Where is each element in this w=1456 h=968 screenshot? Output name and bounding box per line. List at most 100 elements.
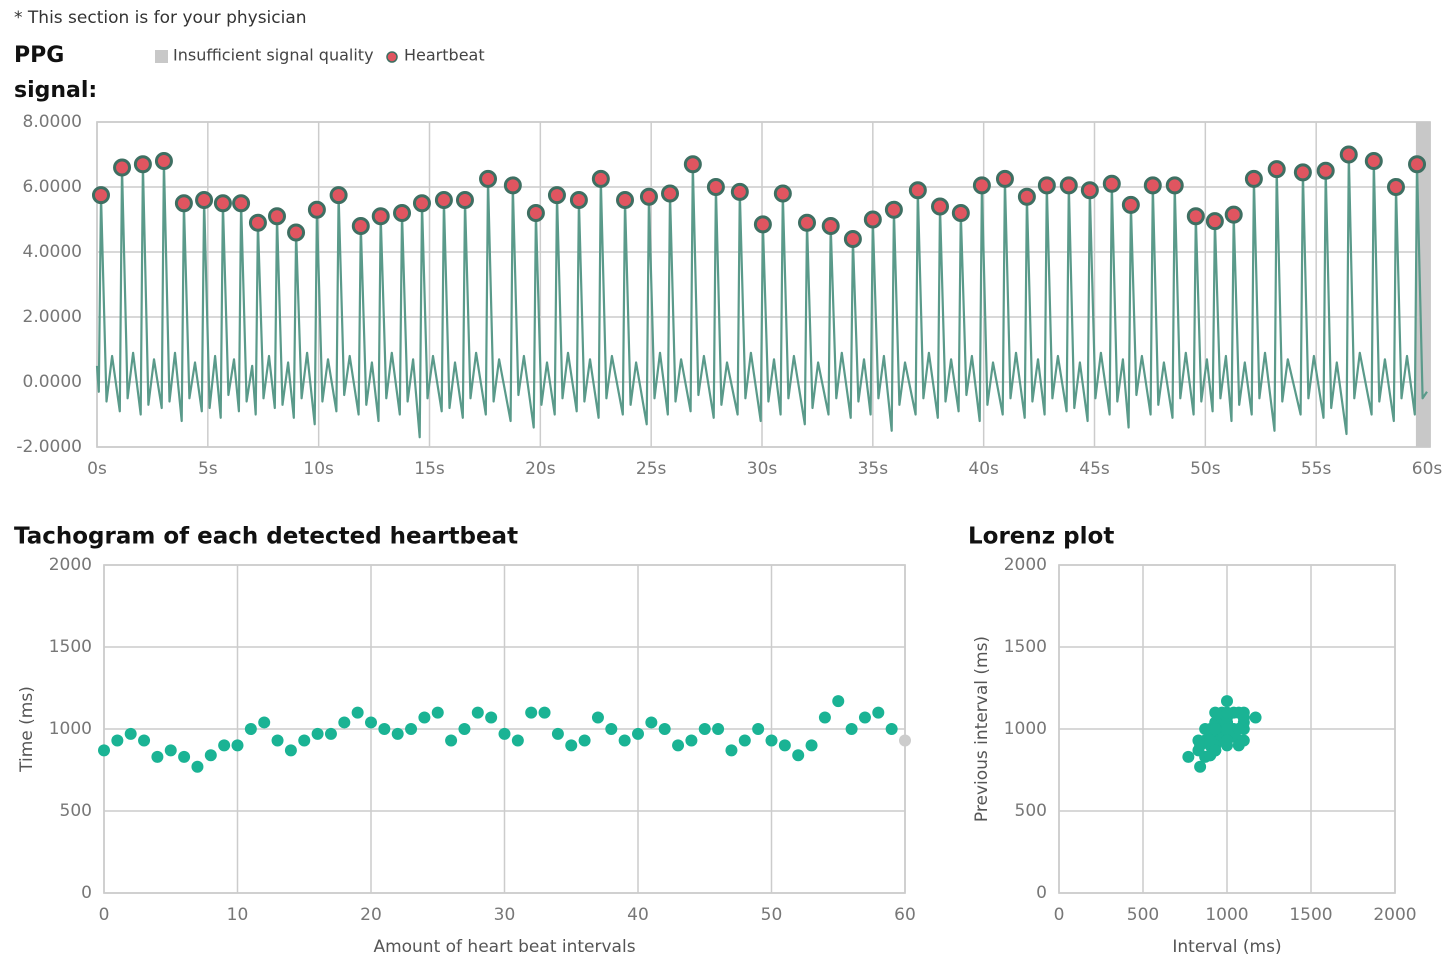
x-tick-label: 20 [360,905,382,925]
heartbeat-marker [591,169,610,188]
data-point [378,723,391,735]
heartbeat-marker [412,194,431,213]
data-point [1237,711,1250,724]
heartbeat-marker [1267,160,1286,179]
data-point [498,727,511,740]
x-tick-label: 60 [894,905,916,925]
heartbeat-marker [503,176,522,195]
y-tick-label: 1000 [1004,719,1047,739]
heartbeat-marker [930,197,949,216]
y-tick-label: 500 [60,801,92,821]
heartbeat-marker [616,191,635,209]
data-point [538,706,551,719]
heartbeat-marker [1339,145,1358,164]
heartbeat-marker [1080,181,1099,200]
data-point [899,734,911,747]
heartbeat-marker [547,186,566,205]
x-tick-label: 1500 [1289,905,1332,925]
data-point [311,727,324,740]
data-point [1182,750,1195,763]
heartbeat-marker [753,215,772,234]
y-tick-label: 1500 [49,637,92,657]
data-point [591,711,604,724]
heartbeat-marker [797,213,816,232]
y-tick-label: 2000 [49,555,92,575]
data-point [1221,723,1233,735]
insufficient-region [1415,122,1430,447]
data-point [1209,723,1222,735]
heartbeat-marker [195,191,214,209]
y-axis-label: Time (ms) [17,686,37,773]
data-point [645,716,658,729]
data-point [391,727,404,740]
ppg-title: PPG signal: [14,43,98,103]
heartbeat-marker [1165,176,1184,195]
data-point [164,744,177,757]
heartbeat-marker [287,223,306,242]
heartbeat-marker [1205,212,1224,231]
heartbeat-marker [1121,195,1140,214]
heartbeat-marker [248,213,267,232]
data-point [445,734,458,747]
data-point [765,734,778,747]
x-tick-label: 2000 [1373,905,1416,925]
ppg-signal [95,153,1428,439]
x-tick-label: 30 [494,905,516,925]
data-point [672,739,685,752]
heartbeat-marker [706,178,725,196]
data-point [218,739,231,752]
x-tick-label: 10s [303,459,334,479]
heartbeat-marker [329,186,348,205]
heartbeat-marker [393,204,412,222]
data-point [231,739,244,752]
data-point [1221,734,1233,747]
heartbeat-marker [1017,187,1036,206]
data-point [351,706,364,719]
heartbeat-marker [1037,176,1056,195]
heartbeat-marker [730,182,749,201]
data-point [244,723,257,735]
y-axis-label: Previous interval (ms) [972,636,992,822]
y-tick-label: 0 [1036,883,1047,903]
data-point [1194,739,1207,752]
data-point [845,723,858,735]
data-point [685,734,698,747]
heartbeat-marker [773,184,792,203]
x-tick-label: 0 [1054,905,1065,925]
data-point [284,744,297,757]
x-tick-label: 50 [761,905,783,925]
x-tick-label: 55s [1301,459,1332,479]
data-point [792,749,805,762]
heartbeat-marker [843,230,862,248]
heartbeat-marker [569,191,588,209]
data-point [605,723,618,735]
y-tick-label: 500 [1015,801,1047,821]
data-point [458,723,471,735]
data-point [618,734,631,747]
y-tick-label: 1000 [49,719,92,739]
x-tick-label: 45s [1079,459,1110,479]
data-point [1221,706,1233,719]
data-point [1204,749,1217,762]
heartbeat-marker [232,194,251,213]
data-point [1199,723,1212,735]
heartbeat-marker [526,204,545,222]
heartbeat-marker [863,210,882,229]
data-point [725,744,738,757]
x-tick-label: 0s [87,459,107,479]
data-point [632,727,644,740]
data-point [658,723,671,735]
data-point [872,706,885,719]
y-tick-label: 6.0000 [23,177,82,197]
y-tick-label: 2.0000 [23,307,82,327]
heartbeat-marker [683,155,702,174]
heartbeat-marker [1316,161,1335,180]
data-point [752,723,765,735]
data-point [885,723,898,735]
heartbeat-marker [434,191,453,209]
data-point [324,727,337,740]
heartbeat-marker [91,186,110,205]
lorenz-title: Lorenz plot [968,524,1114,550]
heartbeat-marker [821,217,840,235]
